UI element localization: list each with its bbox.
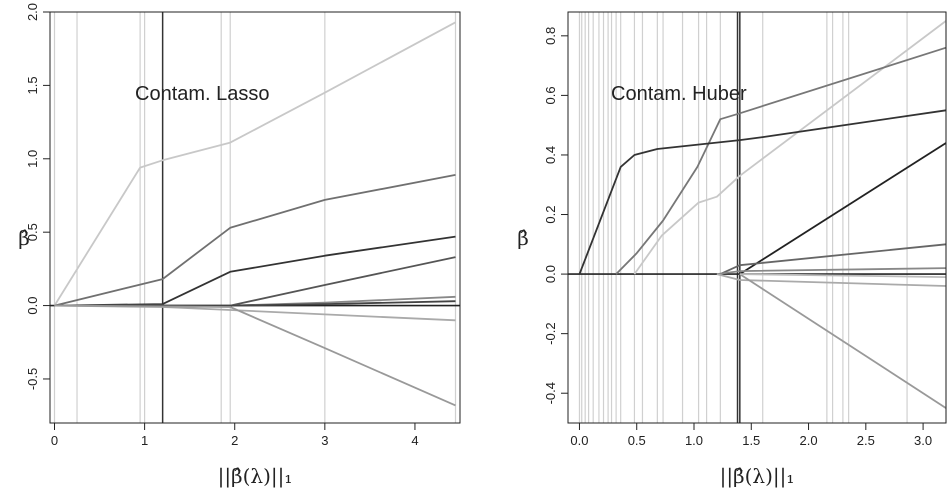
y-tick-label: 0.0 [543,265,558,283]
x-tick-label: 2.5 [857,433,875,448]
x-axis-title: ||β̂(λ)||₁ [218,464,293,489]
y-tick-label: 0.4 [543,146,558,164]
y-tick-label: 0.5 [25,223,40,241]
coefficient-paths [53,21,456,407]
y-tick-label: 2.0 [25,3,40,21]
vertical-reference-lines [53,12,457,423]
coefficient-path-2 [615,46,947,275]
plot-frame [567,11,947,424]
coefficient-path-8 [54,304,456,407]
y-axis-title: β̂ [517,226,529,250]
y-tick-label: 1.0 [25,150,40,168]
panel-title: Contam. Huber [611,83,747,105]
coefficient-path-5 [719,243,947,275]
x-tick-label: 4 [411,433,418,448]
y-tick-label: 0.0 [25,297,40,315]
x-tick-label: 1.5 [742,433,760,448]
y-axis-title: β̂ [18,226,30,250]
coefficient-path-2 [54,174,456,307]
vertical-reference-lines [578,12,947,423]
coefficient-path-4 [54,256,456,307]
plot-frame [49,11,461,424]
x-tick-label: 2 [231,433,238,448]
x-axis: 0 1 2 3 4 [51,423,419,448]
x-tick-label: 1 [141,433,148,448]
coefficient-paths [578,20,947,409]
y-tick-label: -0.5 [25,368,40,390]
x-tick-label: 0.5 [628,433,646,448]
coefficient-path-3 [578,109,947,275]
y-tick-label: -0.2 [543,322,558,344]
coefficient-path-1 [633,20,947,275]
x-tick-label: 0.0 [570,433,588,448]
coefficient-path-1 [53,21,456,307]
coefficient-path-3 [54,235,456,307]
coefficient-path-9 [739,273,947,278]
y-tick-label: 0.2 [543,205,558,223]
panel-contam-huber: 0.0 0.5 1.0 1.5 2.0 2.5 3.0 -0.4 -0.2 0.0 0.2 0.4 0… [517,11,947,489]
y-tick-label: 0.6 [543,86,558,104]
x-tick-label: 3.0 [914,433,932,448]
y-axis: -0.4 -0.2 0.0 0.2 0.4 0.6 0.8 [543,27,568,404]
x-tick-label: 0 [51,433,58,448]
y-tick-label: 1.5 [25,76,40,94]
y-axis: -0.5 0.0 0.5 1.0 1.5 2.0 [25,3,50,390]
x-axis: 0.0 0.5 1.0 1.5 2.0 2.5 3.0 [570,423,932,448]
coefficient-path-4 [739,142,947,275]
x-tick-label: 1.0 [685,433,703,448]
y-tick-label: 0.8 [543,27,558,45]
coefficient-path-7 [716,273,947,287]
panel-title: Contam. Lasso [135,83,270,105]
coefficient-path-8 [739,273,947,409]
coefficient-path-6 [716,267,947,275]
y-tick-label: -0.4 [543,382,558,404]
x-axis-title: ||β̂(λ)||₁ [720,464,795,489]
x-tick-label: 2.0 [800,433,818,448]
x-tick-label: 3 [321,433,328,448]
